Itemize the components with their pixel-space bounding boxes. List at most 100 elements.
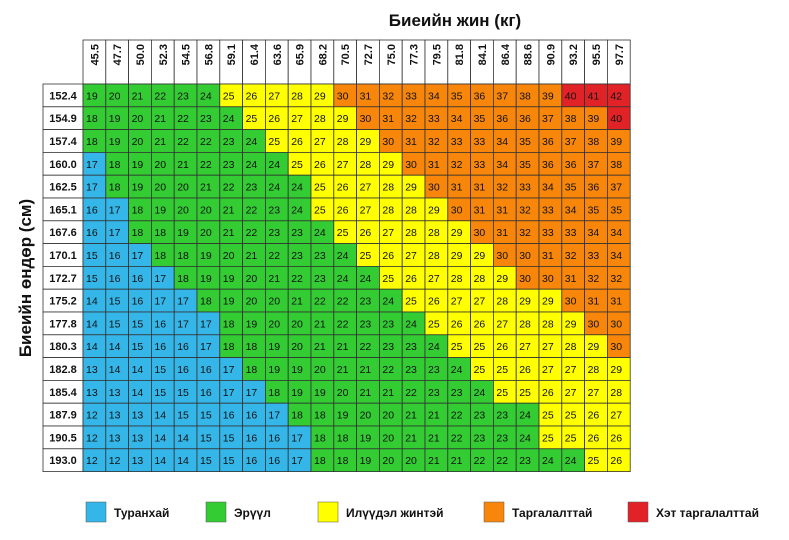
bmi-value-label: 14 (154, 432, 166, 444)
bmi-value-label: 21 (223, 204, 235, 216)
bmi-value-label: 35 (451, 90, 463, 102)
bmi-cell (607, 448, 631, 472)
weight-tick-label: 52.3 (158, 44, 170, 65)
weight-tick-label: 77.3 (409, 44, 421, 65)
bmi-value-label: 39 (542, 90, 554, 102)
bmi-value-label: 17 (246, 387, 258, 399)
bmi-value-label: 20 (291, 341, 303, 353)
bmi-value-label: 22 (200, 159, 212, 171)
bmi-value-label: 29 (428, 204, 440, 216)
bmi-value-label: 24 (268, 159, 280, 171)
bmi-value-label: 22 (268, 250, 280, 262)
bmi-value-label: 21 (382, 387, 394, 399)
legend-swatch (85, 501, 107, 523)
bmi-value-label: 25 (291, 159, 303, 171)
bmi-value-label: 22 (200, 136, 212, 148)
bmi-value-label: 30 (405, 159, 417, 171)
bmi-value-label: 21 (337, 364, 349, 376)
bmi-value-label: 29 (588, 341, 600, 353)
height-tick-label: 185.4 (49, 387, 77, 399)
bmi-value-label: 27 (314, 136, 326, 148)
bmi-value-label: 27 (542, 341, 554, 353)
bmi-value-label: 24 (519, 410, 531, 422)
bmi-value-label: 23 (428, 387, 440, 399)
bmi-value-label: 21 (428, 455, 440, 467)
bmi-value-label: 23 (223, 159, 235, 171)
bmi-value-label: 27 (542, 364, 554, 376)
bmi-value-label: 26 (610, 432, 622, 444)
bmi-value-label: 18 (291, 410, 303, 422)
bmi-value-label: 26 (291, 136, 303, 148)
bmi-value-label: 21 (360, 364, 372, 376)
bmi-value-label: 18 (86, 136, 98, 148)
bmi-value-label: 15 (200, 455, 212, 467)
bmi-value-label: 28 (496, 296, 508, 308)
bmi-value-label: 22 (360, 341, 372, 353)
bmi-value-label: 14 (177, 432, 189, 444)
bmi-value-label: 28 (610, 387, 622, 399)
height-tick-label: 182.8 (49, 364, 77, 376)
legend-swatch (205, 501, 227, 523)
bmi-value-label: 23 (496, 432, 508, 444)
bmi-value-label: 28 (360, 159, 372, 171)
height-tick-label: 187.9 (49, 410, 77, 422)
bmi-value-label: 31 (542, 250, 554, 262)
bmi-value-label: 25 (496, 364, 508, 376)
bmi-value-label: 23 (223, 136, 235, 148)
weight-tick-label: 72.7 (363, 44, 375, 65)
bmi-value-label: 30 (542, 273, 554, 285)
bmi-value-label: 34 (428, 90, 440, 102)
bmi-value-label: 18 (314, 410, 326, 422)
bmi-value-label: 16 (246, 410, 258, 422)
bmi-value-label: 12 (86, 455, 98, 467)
bmi-value-label: 18 (337, 455, 349, 467)
bmi-value-label: 35 (565, 182, 577, 194)
bmi-value-label: 25 (565, 410, 577, 422)
weight-tick-label: 88.6 (523, 44, 535, 65)
height-tick-label: 175.2 (49, 296, 77, 308)
bmi-value-label: 18 (200, 296, 212, 308)
bmi-value-label: 31 (474, 182, 486, 194)
bmi-value-label: 22 (314, 296, 326, 308)
bmi-value-label: 17 (177, 296, 189, 308)
bmi-value-label: 29 (451, 227, 463, 239)
bmi-value-label: 21 (246, 250, 258, 262)
bmi-value-label: 21 (428, 432, 440, 444)
bmi-value-label: 24 (291, 182, 303, 194)
bmi-value-label: 25 (474, 364, 486, 376)
bmi-value-label: 21 (405, 432, 417, 444)
bmi-value-label: 14 (86, 296, 98, 308)
bmi-value-label: 20 (382, 410, 394, 422)
bmi-value-label: 25 (337, 227, 349, 239)
bmi-value-label: 21 (428, 410, 440, 422)
bmi-value-label: 16 (109, 250, 121, 262)
bmi-value-label: 27 (474, 296, 486, 308)
bmi-value-label: 35 (474, 113, 486, 125)
bmi-value-label: 19 (223, 296, 235, 308)
bmi-value-label: 30 (382, 136, 394, 148)
bmi-value-label: 21 (337, 341, 349, 353)
bmi-value-label: 14 (132, 364, 144, 376)
bmi-value-label: 20 (246, 296, 258, 308)
bmi-value-label: 27 (451, 296, 463, 308)
bmi-value-label: 24 (542, 455, 554, 467)
bmi-value-label: 27 (428, 273, 440, 285)
bmi-value-label: 28 (519, 318, 531, 330)
bmi-value-label: 30 (474, 227, 486, 239)
bmi-value-label: 24 (565, 455, 577, 467)
bmi-value-label: 25 (246, 113, 258, 125)
bmi-value-label: 18 (246, 364, 258, 376)
bmi-value-label: 40 (565, 90, 577, 102)
bmi-value-label: 30 (428, 182, 440, 194)
bmi-value-label: 22 (496, 455, 508, 467)
bmi-value-label: 16 (86, 227, 98, 239)
bmi-value-label: 29 (474, 250, 486, 262)
bmi-value-label: 21 (132, 90, 144, 102)
bmi-value-label: 26 (382, 250, 394, 262)
bmi-value-label: 30 (451, 204, 463, 216)
bmi-value-label: 29 (565, 318, 577, 330)
bmi-value-label: 25 (428, 318, 440, 330)
bmi-value-label: 20 (337, 387, 349, 399)
bmi-value-label: 15 (132, 341, 144, 353)
bmi-value-label: 25 (360, 250, 372, 262)
